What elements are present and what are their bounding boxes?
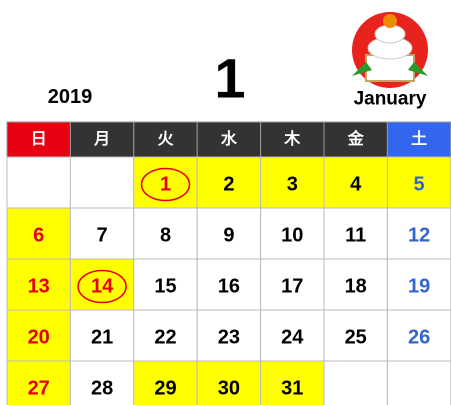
weekday-label: 金 (347, 129, 365, 148)
holiday-circle (140, 167, 191, 202)
day-number: 30 (218, 378, 240, 400)
weekday-label: 日 (31, 130, 47, 148)
day-number: 23 (218, 327, 240, 349)
day-cell (386, 156, 451, 209)
day-cell (386, 258, 451, 311)
weekday-header-cell (69, 121, 135, 158)
weekday-header-cell (6, 121, 71, 158)
day-cell (69, 258, 135, 311)
day-cell (6, 258, 71, 311)
kagami-mochi-icon (352, 12, 428, 88)
day-cell (133, 258, 198, 311)
day-cell (260, 309, 325, 362)
day-cell (323, 207, 388, 260)
month-number: 1 (214, 47, 245, 110)
day-cell (6, 156, 71, 209)
day-cell (386, 360, 451, 405)
weekday-label: 水 (221, 129, 238, 148)
day-number: 31 (281, 378, 303, 400)
day-number: 22 (154, 327, 176, 349)
day-cell (69, 156, 135, 209)
weekday-label: 火 (157, 130, 174, 148)
day-number: 27 (28, 378, 50, 400)
day-cell (133, 207, 198, 260)
month-name: January (354, 89, 427, 110)
day-cell (69, 207, 135, 260)
day-cell (323, 360, 388, 405)
day-number: 13 (28, 276, 50, 298)
day-number: 17 (281, 276, 303, 298)
day-cell (6, 360, 71, 405)
day-number: 18 (345, 276, 367, 298)
day-cell (196, 309, 262, 362)
day-cell (69, 309, 135, 362)
day-number: 2 (223, 174, 234, 196)
day-number: 20 (28, 327, 50, 349)
day-cell (323, 258, 388, 311)
day-cell (196, 360, 262, 405)
day-number: 16 (218, 276, 240, 298)
day-number: 25 (345, 327, 367, 349)
day-number: 3 (287, 174, 298, 196)
day-cell (196, 207, 262, 260)
day-number: 10 (281, 225, 303, 247)
day-number: 5 (414, 174, 425, 196)
year: 2019 (48, 86, 93, 108)
day-number: 11 (345, 225, 366, 247)
day-number: 12 (408, 225, 430, 247)
weekday-label: 木 (283, 129, 301, 148)
day-number: 1 (160, 174, 171, 196)
day-cell (133, 309, 198, 362)
weekday-label: 月 (93, 130, 110, 148)
day-cell (386, 309, 451, 362)
day-number: 29 (154, 378, 176, 400)
weekday-header-cell (196, 121, 262, 158)
day-number: 6 (33, 225, 44, 247)
day-number: 7 (97, 225, 108, 247)
day-number: 15 (154, 276, 176, 298)
day-number: 8 (160, 225, 171, 247)
day-number: 4 (350, 174, 362, 196)
day-number: 28 (91, 378, 113, 400)
day-cell (260, 207, 325, 260)
day-number: 19 (408, 276, 430, 298)
day-cell (260, 258, 325, 311)
day-number: 9 (223, 225, 234, 247)
weekday-label: 土 (411, 129, 427, 148)
day-cell (260, 360, 325, 405)
holiday-circle (77, 269, 127, 304)
day-number: 26 (408, 327, 430, 349)
day-number: 14 (91, 276, 114, 298)
weekday-header-cell (386, 121, 451, 158)
day-number: 21 (91, 327, 113, 349)
day-cell (260, 156, 325, 209)
day-number: 24 (281, 327, 304, 349)
